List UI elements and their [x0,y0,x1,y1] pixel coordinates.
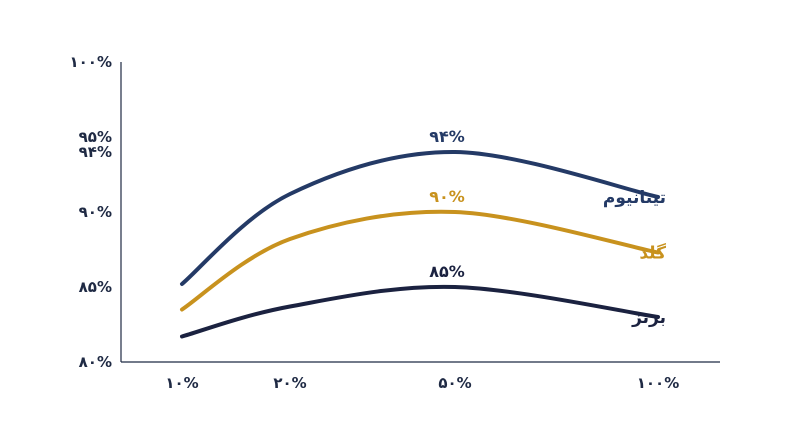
x-tick-label: ۲۰% [273,374,306,392]
series-group: ۹۰% گلد [180,187,666,312]
series-line [180,209,660,312]
y-tick-label: ۹۵% [79,128,112,146]
x-tick-label: ۵۰% [438,374,471,392]
series-line [180,149,660,286]
series-name-label: گلد [639,243,666,264]
peak-value-label: ۹۴% [429,127,465,146]
y-tick-label: ۹۰% [79,203,112,221]
series-layer: ۹۴% تیتانیوم ۹۰% گلد ۸۵% برنز [180,127,666,339]
y-tick-label: ۹۴% [79,143,112,161]
x-tick-label: ۱۰% [165,374,198,392]
peak-value-label: ۸۵% [429,262,465,281]
series-name-label: تیتانیوم [603,188,666,208]
series-group: ۹۴% تیتانیوم [180,127,666,286]
series-group: ۸۵% برنز [180,262,666,339]
y-tick-label: ۸۰% [79,353,112,371]
x-tick-labels: ۱۰% ۲۰% ۵۰% ۱۰۰% [165,374,679,392]
y-tick-label: ۱۰۰% [70,53,113,71]
series-name-label: برنز [631,308,666,328]
y-tick-labels: ۸۰% ۸۵% ۹۰% ۹۴%۹۵% ۱۰۰% [70,53,113,371]
peak-value-label: ۹۰% [429,187,465,206]
series-line [180,284,660,339]
x-tick-label: ۱۰۰% [637,374,680,392]
y-tick-label: ۸۵% [79,278,112,296]
